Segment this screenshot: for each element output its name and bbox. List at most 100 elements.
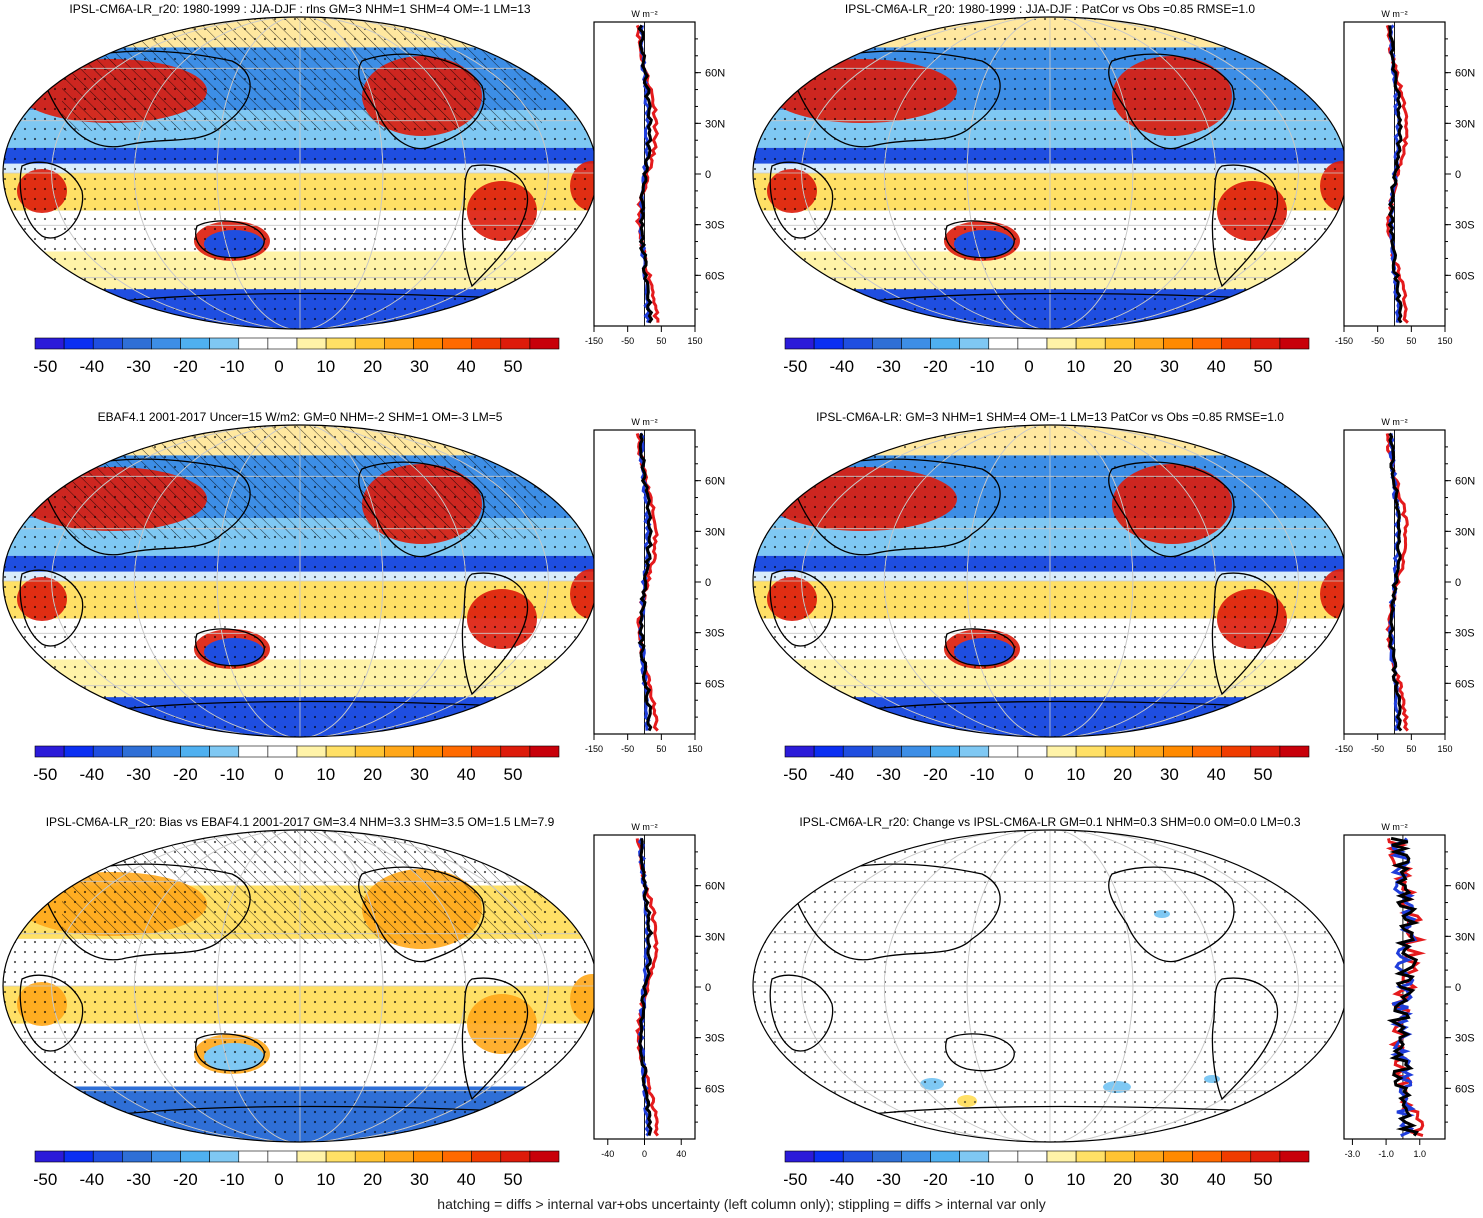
colorbar-label: -50 xyxy=(784,357,807,376)
colorbar-swatch xyxy=(355,1151,384,1162)
lat-label: 30S xyxy=(1455,1033,1475,1045)
colorbar-swatch xyxy=(210,746,239,757)
robinson-map xyxy=(752,829,1350,1147)
colorbar-swatch xyxy=(181,746,210,757)
colorbar-swatch xyxy=(64,746,93,757)
colorbar-label: -10 xyxy=(220,357,245,376)
colorbar-swatch xyxy=(1105,746,1134,757)
colorbar-swatch xyxy=(1105,338,1134,349)
colorbar-swatch xyxy=(413,338,442,349)
colorbar-swatch xyxy=(1163,338,1192,349)
x-tick-label: 50 xyxy=(1406,336,1416,346)
lat-label: 0 xyxy=(1455,577,1461,589)
colorbar-swatch xyxy=(872,1151,901,1162)
lat-label: 30N xyxy=(1455,526,1475,538)
colorbar-label: -20 xyxy=(923,765,948,784)
colorbar-swatch xyxy=(472,338,501,349)
colorbar-swatch xyxy=(931,1151,960,1162)
colorbar-label: -30 xyxy=(126,357,151,376)
colorbar-label: -40 xyxy=(830,1170,855,1189)
lat-label: 30N xyxy=(1455,931,1475,943)
colorbar-label: 50 xyxy=(504,357,523,376)
lat-label: 30S xyxy=(705,628,725,640)
colorbar-label: -10 xyxy=(220,1170,245,1189)
colorbar-label: 50 xyxy=(1254,765,1273,784)
colorbar-swatch xyxy=(960,338,989,349)
colorbar-swatch xyxy=(901,338,930,349)
colorbar-label: 20 xyxy=(363,765,382,784)
colorbar-label: 40 xyxy=(1207,357,1226,376)
colorbar-swatch xyxy=(93,1151,122,1162)
colorbar-swatch xyxy=(814,746,843,757)
lat-label: 30N xyxy=(705,526,725,538)
colorbar-label: 40 xyxy=(1207,765,1226,784)
colorbar-swatch xyxy=(151,1151,180,1162)
colorbar-label: 30 xyxy=(410,357,429,376)
colorbar-label: -30 xyxy=(126,765,151,784)
robinson-map xyxy=(752,16,1350,334)
colorbar-swatch xyxy=(501,746,530,757)
x-tick-label: 50 xyxy=(1406,744,1416,754)
colorbar-swatch xyxy=(443,1151,472,1162)
lat-label: 0 xyxy=(1455,169,1461,181)
x-tick-label: -150 xyxy=(585,744,603,754)
panel-2: IPSL-CM6A-LR_r20: 1980-1999 : JJA-DJF : … xyxy=(750,0,1483,405)
colorbar-swatch xyxy=(472,746,501,757)
colorbar-label: 10 xyxy=(316,1170,335,1189)
colorbar-label: -40 xyxy=(830,357,855,376)
colorbar-swatch xyxy=(530,746,559,757)
panel-4: IPSL-CM6A-LR: GM=3 NHM=1 SHM=4 OM=-1 LM=… xyxy=(750,408,1483,813)
colorbar-swatch xyxy=(989,746,1018,757)
colorbar-swatch xyxy=(989,1151,1018,1162)
colorbar-label: -30 xyxy=(876,357,901,376)
x-tick-label: -50 xyxy=(1371,336,1384,346)
colorbar-swatch xyxy=(297,1151,326,1162)
colorbar-label: -40 xyxy=(80,765,105,784)
colorbar-label: 0 xyxy=(1024,1170,1033,1189)
lat-label: 60S xyxy=(1455,270,1475,282)
lat-label: 60N xyxy=(1455,68,1475,80)
colorbar-swatch xyxy=(151,338,180,349)
profile-unit: W m⁻² xyxy=(631,822,657,832)
colorbar-swatch xyxy=(64,1151,93,1162)
panel-5: IPSL-CM6A-LR_r20: Bias vs EBAF4.1 2001-2… xyxy=(0,813,741,1218)
lat-label: 30S xyxy=(705,220,725,232)
colorbar-swatch xyxy=(239,1151,268,1162)
colorbar-swatch xyxy=(501,338,530,349)
colorbar-label: 20 xyxy=(363,1170,382,1189)
colorbar-swatch xyxy=(297,746,326,757)
x-tick-label: -50 xyxy=(621,744,634,754)
colorbar-swatch xyxy=(785,1151,814,1162)
colorbar-swatch xyxy=(1280,338,1309,349)
colorbar-swatch xyxy=(1251,746,1280,757)
colorbar-label: 50 xyxy=(504,765,523,784)
panel-3: EBAF4.1 2001-2017 Uncer=15 W/m2: GM=0 NH… xyxy=(0,408,741,813)
x-tick-label: -40 xyxy=(601,1149,614,1159)
colorbar-swatch xyxy=(931,746,960,757)
x-tick-label: -150 xyxy=(1335,744,1353,754)
lat-label: 60S xyxy=(1455,1083,1475,1095)
colorbar-label: -50 xyxy=(784,1170,807,1189)
colorbar-label: -40 xyxy=(830,765,855,784)
profile-unit: W m⁻² xyxy=(1381,822,1407,832)
colorbar-label: 50 xyxy=(504,1170,523,1189)
colorbar-label: -40 xyxy=(80,1170,105,1189)
colorbar-swatch xyxy=(326,746,355,757)
colorbar-swatch xyxy=(443,338,472,349)
colorbar-swatch xyxy=(151,746,180,757)
colorbar-label: 10 xyxy=(1066,357,1085,376)
colorbar-swatch xyxy=(1280,1151,1309,1162)
colorbar-label: 50 xyxy=(1254,1170,1273,1189)
colorbar-swatch xyxy=(1047,746,1076,757)
colorbar-label: -40 xyxy=(80,357,105,376)
colorbar-swatch xyxy=(785,746,814,757)
colorbar-swatch xyxy=(181,338,210,349)
colorbar-label: 10 xyxy=(1066,1170,1085,1189)
panel-title: IPSL-CM6A-LR: GM=3 NHM=1 SHM=4 OM=-1 LM=… xyxy=(750,410,1350,424)
colorbar-swatch xyxy=(384,338,413,349)
panel-title: IPSL-CM6A-LR_r20: Bias vs EBAF4.1 2001-2… xyxy=(0,815,600,829)
colorbar-label: -20 xyxy=(173,357,198,376)
